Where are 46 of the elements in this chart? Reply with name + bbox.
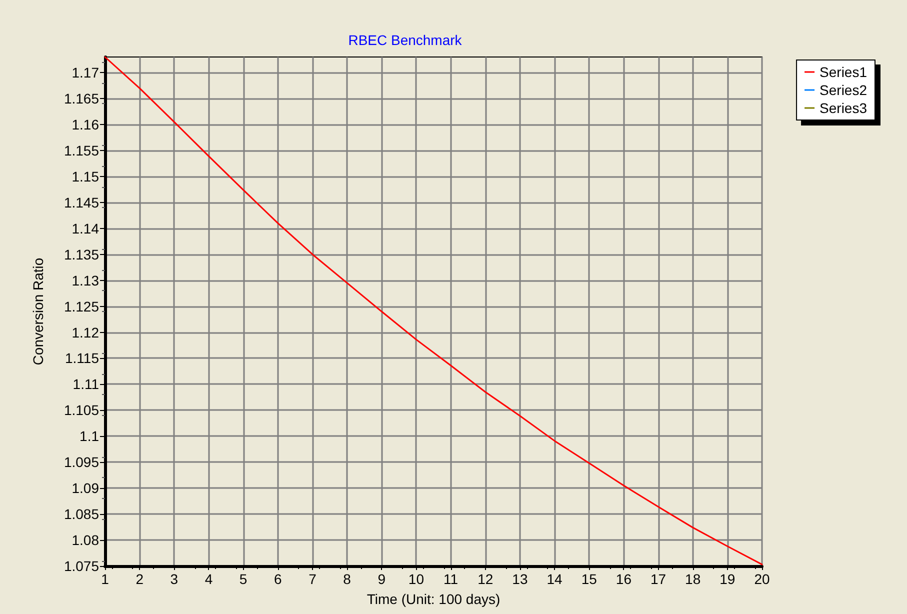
- legend-label: Series1: [820, 64, 868, 80]
- x-tick-label: 9: [378, 571, 386, 587]
- y-axis-title: Conversion Ratio: [30, 258, 46, 366]
- x-tick-label: 7: [308, 571, 317, 587]
- y-tick-label: 1.095: [64, 454, 100, 470]
- x-tick-label: 2: [136, 571, 144, 587]
- x-tick-label: 14: [546, 571, 563, 587]
- y-tick-label: 1.13: [72, 272, 100, 288]
- y-tick-label: 1.14: [72, 220, 100, 236]
- x-tick-label: 8: [343, 571, 352, 587]
- y-tick-label: 1.08: [72, 532, 100, 548]
- y-tick-label: 1.155: [64, 142, 100, 158]
- x-tick-label: 10: [408, 571, 424, 587]
- y-tick-label: 1.145: [64, 194, 100, 210]
- x-axis-title: Time (Unit: 100 days): [366, 591, 500, 607]
- x-tick-label: 18: [685, 571, 701, 587]
- x-tick-label: 4: [204, 571, 213, 587]
- y-tick-label: 1.135: [64, 246, 100, 262]
- x-tick-label: 16: [616, 571, 632, 587]
- x-tick-label: 13: [512, 571, 528, 587]
- y-tick-label: 1.085: [64, 506, 100, 522]
- y-tick-label: 1.1: [80, 428, 100, 444]
- y-tick-label: 1.115: [65, 350, 100, 366]
- chart-title: RBEC Benchmark: [348, 32, 463, 48]
- x-tick-label: 15: [581, 571, 598, 587]
- y-tick-label: 1.12: [72, 324, 100, 340]
- x-tick-label: 3: [170, 571, 178, 587]
- y-tick-label: 1.165: [64, 90, 100, 107]
- x-tick-label: 5: [239, 571, 248, 587]
- x-tick-label: 20: [754, 571, 770, 587]
- y-tick-label: 1.16: [72, 116, 100, 133]
- y-tick-label: 1.125: [64, 298, 100, 314]
- legend-label: Series2: [820, 82, 868, 98]
- x-tick-label: 12: [478, 571, 494, 587]
- y-tick-label: 1.09: [72, 480, 100, 496]
- y-tick-label: 1.11: [72, 376, 100, 392]
- y-tick-label: 1.075: [64, 558, 100, 574]
- x-tick-label: 17: [650, 571, 666, 587]
- y-tick-label: 1.105: [64, 402, 100, 418]
- y-tick-label: 1.15: [72, 168, 100, 184]
- x-tick-label: 19: [720, 571, 736, 587]
- x-tick-label: 1: [101, 571, 110, 587]
- x-tick-label: 11: [444, 571, 458, 587]
- legend-label: Series3: [820, 100, 868, 116]
- x-tick-label: 6: [274, 571, 282, 587]
- y-tick-label: 1.17: [72, 64, 100, 81]
